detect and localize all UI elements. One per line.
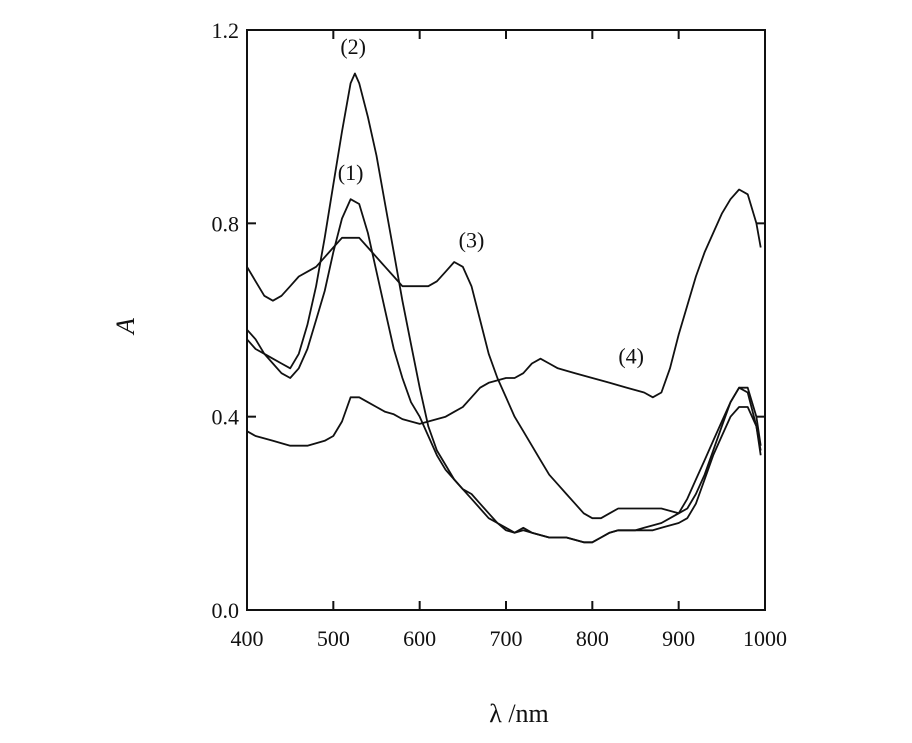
- series-line-1: [246, 198, 762, 544]
- y-tick-label: 0.8: [212, 211, 240, 236]
- series-line-4: [246, 188, 762, 447]
- series-label-3: (3): [459, 228, 485, 253]
- plot-frame: [246, 29, 766, 611]
- series-lines: [246, 72, 762, 544]
- x-tick-label: 400: [231, 626, 264, 651]
- series-line-2: [246, 72, 762, 544]
- y-tick-label: 1.2: [212, 18, 240, 43]
- x-tick-label: 900: [662, 626, 695, 651]
- series-label-4: (4): [618, 344, 644, 369]
- y-tick-label: 0.4: [212, 405, 240, 430]
- series-label-2: (2): [340, 34, 366, 59]
- series-line-3: [246, 236, 762, 520]
- x-axis-label: λ /nm: [489, 699, 549, 728]
- x-tick-label: 800: [576, 626, 609, 651]
- series-label-1: (1): [338, 160, 364, 185]
- x-tick-label: 1000: [743, 626, 787, 651]
- x-tick-label: 500: [317, 626, 350, 651]
- x-axis-ticks: 400 500 600 700 800 900 1000: [231, 30, 787, 651]
- x-tick-label: 700: [490, 626, 523, 651]
- x-tick-label: 600: [403, 626, 436, 651]
- y-axis-ticks: 0.0 0.4 0.8 1.2: [212, 18, 765, 623]
- series-labels: (1) (2) (3) (4): [338, 34, 644, 368]
- y-axis-label: A: [111, 318, 140, 336]
- y-tick-label: 0.0: [212, 598, 240, 623]
